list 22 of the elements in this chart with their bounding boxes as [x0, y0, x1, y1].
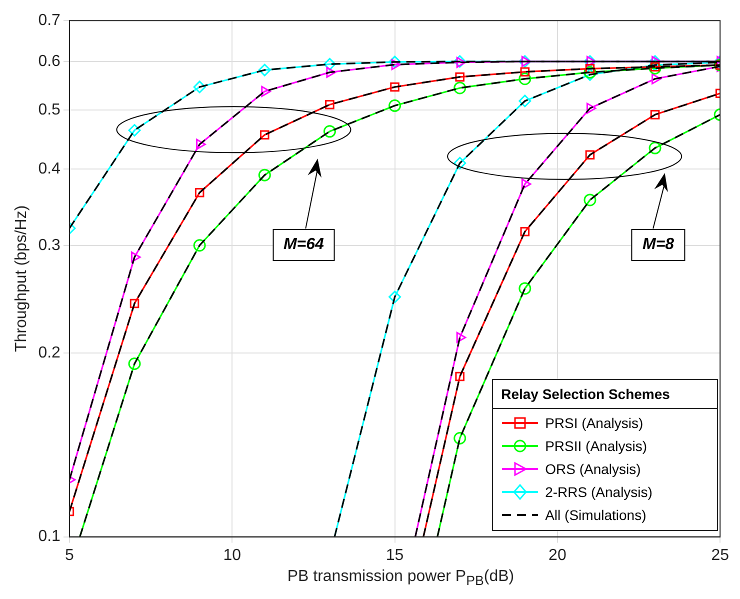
legend-label: ORS (Analysis): [545, 461, 641, 478]
annotation: M=64: [272, 229, 335, 262]
annotation: M=8: [631, 229, 686, 262]
legend-label: 2-RRS (Analysis): [545, 484, 652, 500]
legend-label: PRSI (Analysis): [545, 415, 644, 432]
y-tick-label: 0.7: [38, 12, 61, 30]
x-tick-label: 10: [223, 546, 242, 564]
y-tick-label: 0.6: [38, 52, 61, 70]
legend-label: All (Simulations): [545, 507, 646, 524]
x-tick-label: 5: [64, 546, 74, 564]
y-tick-label: 0.4: [38, 160, 61, 178]
x-tick-label: 15: [386, 546, 404, 564]
y-tick-label: 0.1: [38, 528, 61, 546]
y-tick-label: 0.3: [38, 236, 61, 254]
x-axis-title: PB transmission power P$_{PB}$(dB): [286, 568, 516, 588]
y-tick-label: 0.5: [38, 101, 61, 118]
legend-label: PRSII (Analysis): [545, 438, 648, 454]
x-tick-label: 20: [548, 546, 566, 564]
y-axis-title: Throughput (bps/Hz): [13, 205, 30, 352]
legend-title: Relay Selection Schemes: [493, 380, 718, 409]
y-tick-label: 0.2: [38, 344, 61, 362]
x-tick-label: 25: [711, 546, 730, 564]
